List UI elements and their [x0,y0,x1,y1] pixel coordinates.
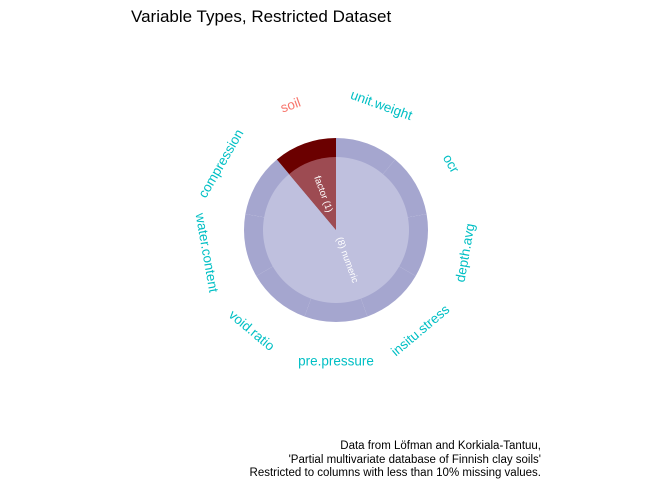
outer-label-soil: soil [278,95,302,116]
inner-ring [263,157,410,303]
caption-line-2: 'Partial multivariate database of Finnis… [288,453,541,466]
inner-slice-1 [289,157,336,230]
caption-line-1: Data from Löfman and Korkiala-Tantuu, [340,440,541,452]
outer-label-ocr: ocr [440,152,463,176]
chart-title: Variable Types, Restricted Dataset [131,7,392,26]
caption-line-3: Restricted to columns with less than 10%… [249,467,541,479]
outer-label-compression: compression [195,127,246,201]
caption: Data from Löfman and Korkiala-Tantuu, 'P… [250,440,541,481]
outer-label-depth-avg: depth.avg [453,222,478,283]
outer-label-insitu-stress: insitu.stress [388,302,452,359]
outer-label-unit-weight: unit.weight [349,87,415,123]
outer-label-water-content: water.content [192,211,221,294]
outer-label-pre-pressure: pre.pressure [298,354,374,369]
outer-label-void-ratio: void.ratio [226,307,278,354]
